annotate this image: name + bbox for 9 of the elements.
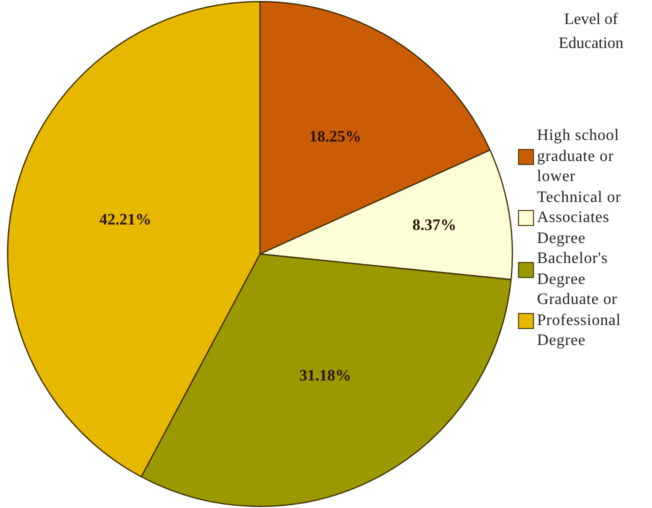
data-label: 18.25% xyxy=(309,128,362,146)
data-label: 8.37% xyxy=(412,216,456,234)
legend-label: Graduate or Professional Degree xyxy=(537,290,622,351)
data-label: 31.18% xyxy=(299,368,352,385)
legend-label: Bachelor's Degree xyxy=(537,249,609,290)
legend-label: Technical or Associates Degree xyxy=(537,188,622,248)
data-label: 42.21% xyxy=(99,211,152,228)
legend-label: High school graduate or lower xyxy=(537,126,620,187)
legend-title: Level of Education xyxy=(558,10,624,54)
